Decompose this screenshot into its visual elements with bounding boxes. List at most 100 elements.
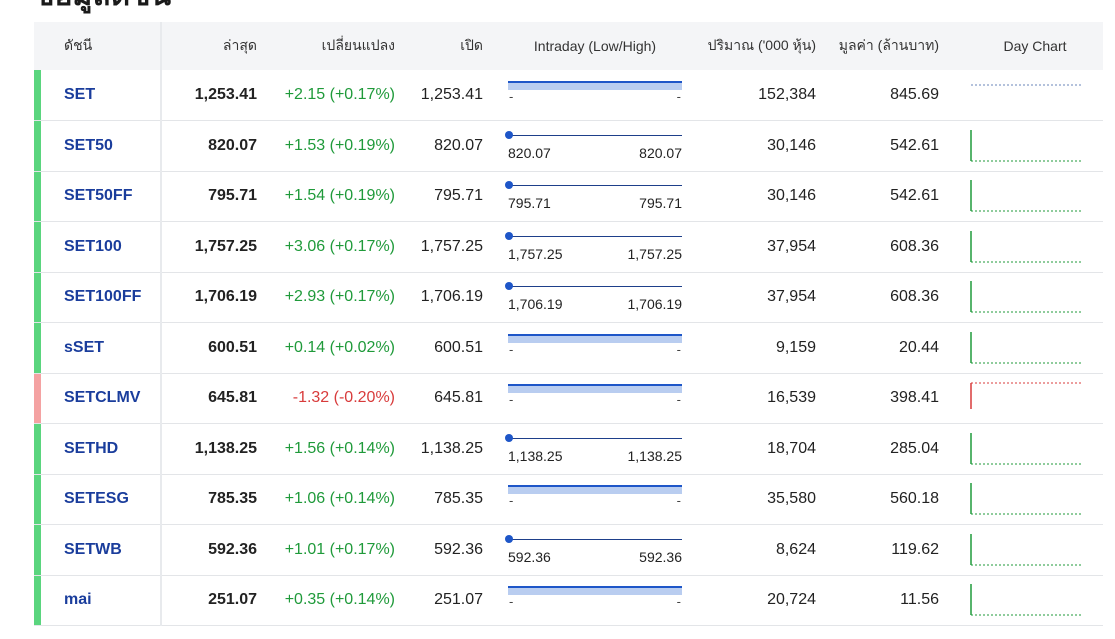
- change-value: +0.35 (+0.14%): [284, 591, 395, 609]
- last-price: 785.35: [208, 490, 257, 508]
- day-chart-cell[interactable]: [957, 222, 1103, 273]
- intraday-range: 1,138.25 1,138.25: [489, 424, 692, 475]
- day-chart-cell[interactable]: [957, 171, 1103, 222]
- day-chart-cell[interactable]: [957, 575, 1103, 626]
- trade-value: 845.69: [890, 86, 939, 103]
- open-price: 1,253.41: [420, 86, 483, 103]
- range-line: [508, 134, 682, 136]
- open-price: 785.35: [434, 490, 483, 508]
- trend-strip: [34, 121, 41, 171]
- index-name-link[interactable]: sSET: [64, 338, 105, 356]
- open-price: 795.71: [434, 187, 483, 205]
- trade-value: 119.62: [891, 540, 939, 558]
- day-chart-cell[interactable]: [957, 323, 1103, 374]
- change-value: -1.32 (-0.20%): [292, 389, 395, 407]
- trade-value: 542.61: [890, 187, 939, 205]
- index-name-cell[interactable]: SET50: [34, 120, 162, 171]
- header-last[interactable]: ล่าสุด: [222, 37, 257, 53]
- header-volume[interactable]: ปริมาณ ('000 หุ้น): [707, 37, 816, 53]
- index-name-link[interactable]: SET100: [64, 237, 122, 255]
- intraday-high: -: [676, 89, 681, 104]
- index-name-link[interactable]: SET100FF: [64, 288, 142, 306]
- range-line: [508, 538, 682, 540]
- table-row[interactable]: SETHD 1,138.25 +1.56 (+0.14%) 1,138.25 1…: [34, 423, 1103, 475]
- table-row[interactable]: SET50FF 795.71 +1.54 (+0.19%) 795.71 795…: [34, 171, 1103, 222]
- index-name-cell[interactable]: SET: [34, 70, 162, 121]
- last-price: 1,253.41: [194, 86, 257, 103]
- header-change[interactable]: เปลี่ยนแปลง: [321, 37, 395, 53]
- change-value: +1.54 (+0.19%): [284, 187, 395, 205]
- intraday-high: -: [676, 594, 681, 610]
- day-chart-sparkline[interactable]: [967, 581, 1083, 619]
- day-chart-cell[interactable]: [957, 121, 1103, 172]
- table-row[interactable]: SET100 1,757.25 +3.06 (+0.17%) 1,757.25 …: [34, 221, 1103, 273]
- intraday-low: 1,138.25: [508, 447, 563, 464]
- index-name-cell[interactable]: SETCLMV: [34, 373, 162, 424]
- intraday-high: -: [676, 392, 681, 408]
- table-row[interactable]: SET100FF 1,706.19 +2.93 (+0.17%) 1,706.1…: [34, 272, 1103, 323]
- day-chart-cell[interactable]: [957, 525, 1103, 576]
- open-price: 1,138.25: [420, 439, 483, 457]
- intraday-high: 820.07: [639, 144, 682, 161]
- header-open[interactable]: เปิด: [460, 37, 483, 53]
- day-chart-sparkline[interactable]: [967, 177, 1083, 215]
- table-row[interactable]: mai 251.07 +0.35 (+0.14%) 251.07 - - 20,…: [34, 575, 1103, 626]
- index-name-cell[interactable]: SETHD: [34, 423, 162, 474]
- volume-value: 152,384: [758, 86, 816, 103]
- open-price: 645.81: [434, 389, 483, 407]
- index-name-cell[interactable]: SETWB: [34, 524, 162, 575]
- last-price: 820.07: [208, 136, 257, 154]
- trade-value: 542.61: [890, 136, 939, 154]
- day-chart-sparkline[interactable]: [967, 127, 1083, 165]
- intraday-range: 592.36 592.36: [489, 525, 692, 576]
- table-row[interactable]: SETCLMV 645.81 -1.32 (-0.20%) 645.81 - -…: [34, 373, 1103, 424]
- table-row[interactable]: SET 1,253.41 +2.15 (+0.17%) 1,253.41 - -…: [34, 70, 1103, 121]
- day-chart-sparkline[interactable]: [967, 228, 1083, 266]
- trade-value: 560.18: [890, 490, 939, 508]
- index-name-cell[interactable]: mai: [34, 575, 162, 626]
- day-chart-sparkline[interactable]: [967, 329, 1083, 367]
- header-index[interactable]: ดัชนี: [34, 22, 162, 70]
- day-chart-cell[interactable]: [957, 272, 1103, 323]
- trend-strip: [34, 171, 41, 221]
- day-chart-sparkline[interactable]: [967, 278, 1083, 316]
- day-chart-sparkline[interactable]: [967, 76, 1083, 114]
- intraday-range-bar: - -: [508, 580, 682, 620]
- day-chart-sparkline[interactable]: [967, 430, 1083, 468]
- day-chart-sparkline[interactable]: [967, 531, 1083, 569]
- trend-strip: [34, 525, 41, 575]
- index-name-link[interactable]: SETWB: [64, 540, 122, 558]
- day-chart-cell[interactable]: [957, 70, 1103, 121]
- index-name-cell[interactable]: SET100FF: [34, 272, 162, 323]
- day-chart-sparkline[interactable]: [967, 379, 1083, 417]
- day-chart-cell[interactable]: [957, 373, 1103, 424]
- index-name-link[interactable]: SET50FF: [64, 187, 133, 205]
- index-name-link[interactable]: SETHD: [64, 439, 119, 457]
- table-row[interactable]: sSET 600.51 +0.14 (+0.02%) 600.51 - - 9,…: [34, 322, 1103, 374]
- index-name-link[interactable]: SET: [64, 86, 96, 103]
- last-price: 1,706.19: [194, 288, 257, 306]
- range-marker: [505, 534, 513, 543]
- index-name-link[interactable]: SET50: [64, 136, 113, 154]
- last-price: 251.07: [208, 591, 257, 609]
- index-name-link[interactable]: SETCLMV: [64, 389, 141, 407]
- intraday-range: 1,706.19 1,706.19: [489, 272, 692, 323]
- table-row[interactable]: SET50 820.07 +1.53 (+0.19%) 820.07 820.0…: [34, 120, 1103, 172]
- intraday-low: -: [509, 594, 514, 610]
- day-chart-sparkline[interactable]: [967, 480, 1083, 518]
- day-chart-cell[interactable]: [957, 424, 1103, 475]
- table-row[interactable]: SETWB 592.36 +1.01 (+0.17%) 592.36 592.3…: [34, 524, 1103, 576]
- index-name-cell[interactable]: SET100: [34, 221, 162, 272]
- intraday-range-bar: 592.36 592.36: [505, 530, 682, 570]
- day-chart-cell[interactable]: [957, 474, 1103, 525]
- index-name-cell[interactable]: SETESG: [34, 474, 162, 525]
- index-name-cell[interactable]: sSET: [34, 322, 162, 373]
- header-value[interactable]: มูลค่า (ล้านบาท): [838, 37, 939, 53]
- intraday-range-bar: 1,757.25 1,757.25: [505, 227, 682, 267]
- intraday-low: -: [509, 392, 514, 408]
- index-name-link[interactable]: SETESG: [64, 490, 129, 508]
- index-name-cell[interactable]: SET50FF: [34, 171, 162, 222]
- table-row[interactable]: SETESG 785.35 +1.06 (+0.14%) 785.35 - - …: [34, 474, 1103, 525]
- index-name-link[interactable]: mai: [64, 591, 92, 609]
- intraday-low: 795.71: [508, 195, 551, 212]
